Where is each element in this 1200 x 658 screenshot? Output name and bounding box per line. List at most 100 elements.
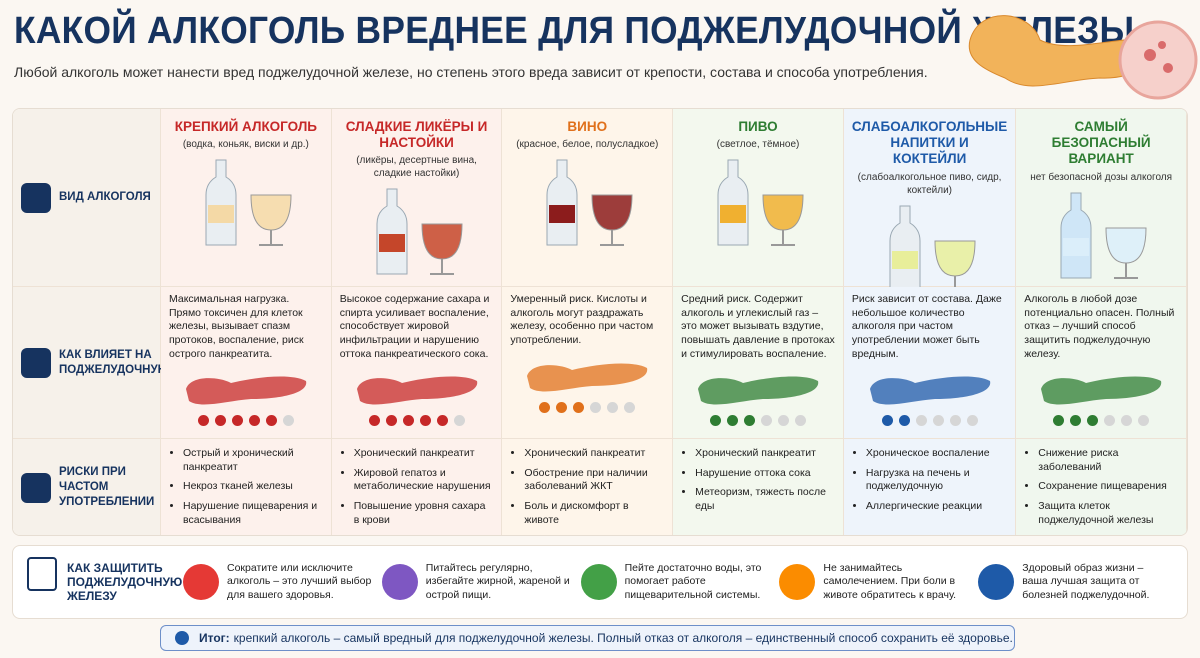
cell: Хронический панкреатит Нарушение оттока с… (673, 439, 844, 535)
bottle (376, 188, 408, 275)
risk-dots (169, 415, 323, 427)
risk-item: Сохранение пищеварения (1038, 480, 1178, 494)
tip-icon (978, 563, 1015, 600)
risk-dot-filled (436, 415, 448, 427)
column-subtitle: (ликёры, десертные вина, сладкие настойк… (356, 155, 477, 180)
pancreas-illustration (968, 15, 1198, 100)
risk-dot-filled (1087, 415, 1099, 427)
tip-text: Пейте достаточно воды, это помогает рабо… (624, 561, 762, 601)
glass (762, 194, 804, 231)
effect-text: Алкоголь в любой дозе потенциально опасе… (1024, 293, 1175, 360)
risk-dot-filled (197, 415, 209, 427)
risk-dot-filled (898, 415, 910, 427)
risk-item: Обострение при наличии заболеваний ЖКТ (524, 467, 664, 494)
cell: Алкоголь в любой дозе потенциально опасе… (1016, 287, 1187, 439)
risk-dot-empty (932, 415, 944, 427)
cell: САМЫЙ БЕЗОПАСНЫЙ ВАРИАНТ нет безопасной д… (1016, 109, 1187, 287)
pancreas-shape (356, 376, 477, 405)
cell: ВИНО (красное, белое, полусладкое) (502, 109, 674, 287)
risk-item: Острый и хронический панкреатит (183, 447, 323, 474)
bottle-label (1063, 237, 1090, 256)
column-title: СЛАДКИЕ ЛИКЁРЫ И НАСТОЙКИ (345, 119, 488, 151)
row-label-text: РИСКИ ПРИ ЧАСТОМ УПОТРЕБЛЕНИИ (59, 466, 155, 508)
risk-dots (510, 401, 664, 413)
subtitle: Любой алкоголь может нанести вред поджел… (14, 64, 928, 80)
row-label-text: КАК ВЛИЯЕТ НА ПОДЖЕЛУДОЧНУЮ (59, 348, 170, 376)
drink-illustration (889, 205, 976, 292)
cell: Хроническое воспаление Нагрузка на печень… (843, 439, 1017, 535)
tip: Здоровый образ жизни – ваша лучшая защит… (978, 562, 1177, 603)
risk-item: Хронический панкреатит (354, 447, 494, 461)
pancreas (185, 376, 307, 405)
column-subtitle: (красное, белое, полусладкое) (516, 139, 659, 151)
column-title: КРЕПКИЙ АЛКОГОЛЬ (174, 119, 317, 134)
risk-item: Метеоризм, тяжесть после еды (695, 486, 835, 513)
risk-dot-filled (556, 401, 568, 413)
protection-section: КАК ЗАЩИТИТЬ ПОДЖЕЛУДОЧНУЮ ЖЕЛЕЗУ Сократ… (12, 545, 1188, 619)
risk-dot-filled (881, 415, 893, 427)
cell: Средний риск. Содержит алкоголь и углеки… (673, 287, 844, 439)
risk-list: Хронический панкреатит Обострение при нал… (510, 447, 664, 527)
cell: КРЕПКИЙ АЛКОГОЛЬ (водка, коньяк, виски и … (161, 109, 332, 287)
pancreas (869, 376, 990, 405)
effect-text: Высокое содержание сахара и спирта усили… (339, 293, 490, 360)
risk-dot-filled (710, 415, 721, 427)
risk-list: Хроническое воспаление Нагрузка на печень… (852, 447, 1007, 514)
risk-item: Нарушение оттока сока (695, 467, 835, 481)
pancreas (698, 376, 819, 405)
risk-list: Острый и хронический панкреатит Некроз тк… (169, 447, 323, 527)
summary-text: крепкий алкоголь – самый вредный для под… (233, 631, 1013, 645)
risk-dot-filled (231, 415, 243, 427)
risk-item: Жировой гепатоз и метаболические нарушен… (354, 467, 494, 494)
risk-item: Некроз тканей железы (183, 480, 323, 494)
risk-dot-filled (402, 415, 414, 427)
effect-text: Средний риск. Содержит алкоголь и углеки… (681, 293, 835, 360)
comparison-table: ВИД АЛКОГОЛЯ КРЕПКИЙ АЛКОГОЛЬ (водка, конь… (12, 108, 1188, 536)
pancreas-shape (527, 363, 648, 392)
effect-text: Умеренный риск. Кислоты и алкоголь могут… (510, 293, 654, 346)
cell: Хронический панкреатит Жировой гепатоз и … (331, 439, 503, 535)
risk-item: Повышение уровня сахара в крови (354, 500, 494, 527)
tip: Пейте достаточно воды, это помогает рабо… (580, 561, 780, 603)
risk-dots (1024, 415, 1178, 427)
risk-item: Хронический панкреатит (524, 447, 664, 461)
risk-list: Хронический панкреатит Нарушение оттока с… (681, 447, 835, 514)
tip-text: Питайтесь регулярно, избегайте жирной, ж… (425, 561, 570, 601)
risk-dot-empty (795, 415, 806, 427)
row-label-text: ВИД АЛКОГОЛЯ (59, 191, 151, 204)
bottle-label (207, 205, 234, 224)
glass (934, 240, 976, 277)
glass (250, 194, 292, 231)
column-title: САМЫЙ БЕЗОПАСНЫЙ ВАРИАНТ (1051, 119, 1151, 167)
bottle-label (891, 250, 918, 269)
risk-dot-empty (590, 401, 602, 413)
risk-dot-empty (915, 415, 927, 427)
risk-item: Защита клеток поджелудочной железы (1038, 500, 1178, 527)
risk-dots (852, 415, 1007, 427)
risk-item: Хроническое воспаление (866, 447, 1007, 461)
bottle (546, 159, 578, 246)
risk-dot-filled (248, 415, 260, 427)
risk-list: Хронический панкреатит Жировой гепатоз и … (340, 447, 494, 527)
risk-dot-empty (949, 415, 961, 427)
bottle (205, 159, 237, 246)
protection-label: КАК ЗАЩИТИТЬ ПОДЖЕЛУДОЧНУЮ ЖЕЛЕЗУ (23, 557, 183, 603)
risk-dot-filled (1070, 415, 1082, 427)
tip-icon (183, 563, 219, 600)
drink-illustration (717, 159, 804, 247)
pancreas-shape (869, 376, 990, 405)
risk-dot-filled (265, 415, 277, 427)
risk-dot-filled (419, 415, 431, 427)
risk-list: Снижение риска заболеваний Сохранение пищ… (1024, 447, 1178, 527)
risk-item: Нарушение пищеварения и всасывания (183, 500, 323, 527)
row-icon (21, 472, 51, 503)
bottle (717, 159, 749, 246)
tip: Питайтесь регулярно, избегайте жирной, ж… (381, 561, 581, 603)
pancreas (527, 363, 648, 392)
bottle-label (378, 234, 405, 253)
glass (1105, 227, 1147, 264)
risk-dot-filled (368, 415, 380, 427)
risk-dot-empty (607, 401, 619, 413)
column-title: СЛАБОАЛКОГОЛЬНЫЕ НАПИТКИ И КОКТЕЙЛИ (851, 119, 1008, 167)
